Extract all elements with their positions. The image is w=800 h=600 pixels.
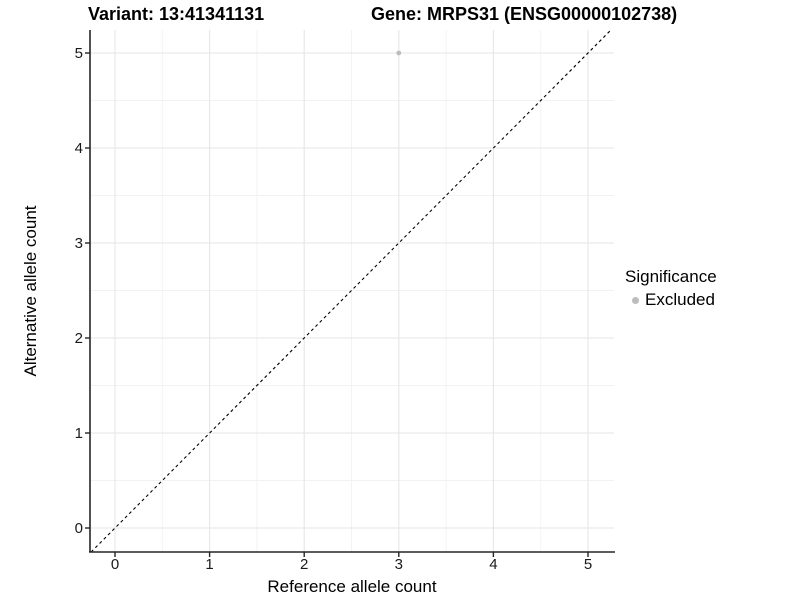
y-tick-label: 3	[75, 235, 83, 252]
data-point	[396, 50, 402, 56]
x-tick-label: 3	[395, 556, 403, 573]
x-axis-title: Reference allele count	[267, 577, 437, 596]
y-tick-label: 1	[75, 425, 83, 442]
legend-item-label: Excluded	[645, 290, 715, 309]
x-tick-label: 1	[205, 556, 213, 573]
legend-title: Significance	[625, 267, 717, 286]
x-tick-label: 5	[584, 556, 592, 573]
legend: Significance Excluded	[625, 266, 717, 310]
gene-title: Gene: MRPS31 (ENSG00000102738)	[371, 4, 678, 24]
y-tick-label: 0	[75, 520, 83, 537]
identity-reference-line	[90, 29, 612, 553]
x-tick-label: 2	[300, 556, 308, 573]
x-tick-label: 0	[111, 556, 119, 573]
legend-point-icon	[632, 296, 639, 304]
y-tick-label: 5	[75, 45, 83, 62]
legend-item-excluded: Excluded	[625, 290, 717, 310]
x-tick-label: 4	[489, 556, 497, 573]
y-tick-label: 2	[75, 330, 83, 347]
y-axis-title: Alternative allele count	[21, 205, 40, 377]
variant-title: Variant: 13:41341131	[88, 4, 265, 24]
y-tick-label: 4	[75, 140, 83, 157]
